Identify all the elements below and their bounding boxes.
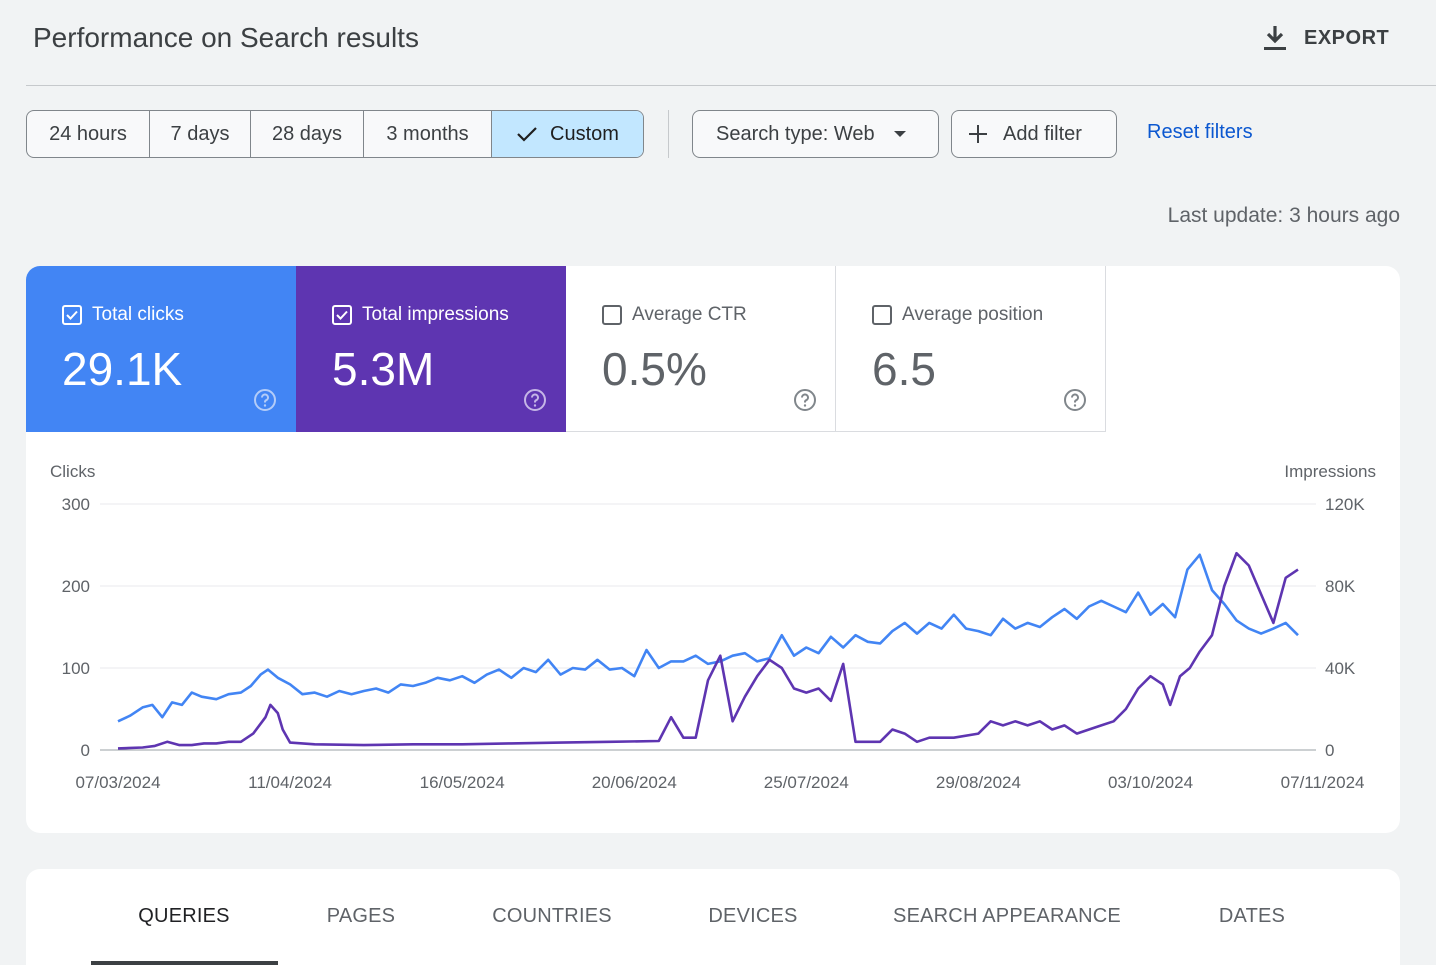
metric-label-row: Total impressions	[332, 304, 509, 326]
help-icon[interactable]	[793, 388, 817, 412]
metric-value: 0.5%	[602, 343, 707, 395]
x-tick-label: 07/03/2024	[75, 773, 160, 792]
x-tick-label: 25/07/2024	[764, 773, 849, 792]
tab-queries[interactable]: QUERIES	[138, 905, 230, 927]
dimension-tabs: QUERIES PAGES COUNTRIES DEVICES SEARCH A…	[26, 869, 1400, 965]
tab-dates[interactable]: DATES	[1218, 905, 1286, 927]
chart-axis-ticks: 300 120K 200 80K 100 40K 0 0 07/03/2024 11/04/202…	[62, 495, 1366, 792]
x-tick-label: 16/05/2024	[420, 773, 505, 792]
chart-svg: Clicks Impressions 300 120K 200 80K 100 40K 0 0…	[50, 462, 1376, 792]
x-tick-label: 20/06/2024	[592, 773, 677, 792]
metric-label-row: Average position	[872, 304, 1043, 326]
metric-average-position[interactable]: Average position 6.5	[836, 266, 1106, 432]
performance-chart: Clicks Impressions 300 120K 200 80K 100 40K 0 0…	[26, 432, 1400, 833]
range-24-hours[interactable]: 24 hours	[27, 111, 150, 157]
help-icon[interactable]	[523, 388, 547, 412]
y-tick-label-left: 100	[62, 659, 90, 678]
search-type-label: Search type: Web	[716, 122, 875, 145]
y-axis-right-title: Impressions	[1284, 462, 1376, 481]
export-label: EXPORT	[1304, 26, 1390, 49]
check-icon	[517, 127, 537, 142]
download-icon	[1264, 26, 1286, 50]
active-tab-indicator	[91, 961, 278, 965]
help-icon[interactable]	[253, 388, 277, 412]
range-custom[interactable]: Custom	[492, 111, 643, 157]
metric-label-row: Average CTR	[602, 304, 747, 326]
x-tick-label: 03/10/2024	[1108, 773, 1193, 792]
reset-filters-link[interactable]: Reset filters	[1147, 121, 1253, 143]
chart-grid	[100, 503, 1316, 751]
x-tick-label: 07/11/2024	[1281, 773, 1365, 792]
metric-label: Total clicks	[92, 304, 184, 325]
y-tick-label-right: 80K	[1325, 577, 1356, 596]
checkbox-unchecked-icon[interactable]	[602, 305, 622, 325]
date-range-selector: 24 hours 7 days 28 days 3 months Custom	[26, 110, 644, 158]
y-tick-label-left: 200	[62, 577, 90, 596]
metric-label-row: Total clicks	[62, 304, 184, 326]
tab-pages[interactable]: PAGES	[326, 905, 396, 927]
checkbox-unchecked-icon[interactable]	[872, 305, 892, 325]
range-7-days[interactable]: 7 days	[150, 111, 251, 157]
performance-card: Total clicks 29.1K Total impressions 5.3…	[26, 266, 1400, 833]
checkbox-checked-icon[interactable]	[62, 305, 82, 325]
y-tick-label-left: 0	[81, 741, 90, 760]
top-bar: Performance on Search results EXPORT	[0, 0, 1436, 86]
metric-average-ctr[interactable]: Average CTR 0.5%	[566, 266, 836, 432]
export-button[interactable]: EXPORT	[1262, 22, 1389, 54]
search-type-dropdown[interactable]: Search type: Web	[692, 110, 939, 158]
range-3-months[interactable]: 3 months	[364, 111, 492, 157]
help-icon[interactable]	[1063, 388, 1087, 412]
metric-value: 5.3M	[332, 343, 435, 395]
tab-countries[interactable]: COUNTRIES	[492, 905, 612, 927]
range-custom-label: Custom	[550, 122, 619, 145]
metric-label: Average position	[902, 304, 1044, 325]
series-line-clicks	[117, 553, 1299, 723]
x-tick-label: 11/04/2024	[248, 773, 332, 792]
plus-icon	[969, 125, 987, 143]
metric-value: 6.5	[872, 343, 936, 395]
checkbox-checked-icon[interactable]	[332, 305, 352, 325]
dropdown-arrow-icon	[893, 131, 906, 137]
y-tick-label-right: 40K	[1325, 659, 1356, 678]
range-28-days[interactable]: 28 days	[251, 111, 364, 157]
last-update-text: Last update: 3 hours ago	[1167, 204, 1400, 227]
page-title: Performance on Search results	[33, 22, 419, 53]
metric-value: 29.1K	[62, 343, 183, 395]
metric-total-impressions[interactable]: Total impressions 5.3M	[296, 266, 566, 432]
tab-search-appearance[interactable]: SEARCH APPEARANCE	[893, 905, 1121, 927]
add-filter-button[interactable]: Add filter	[951, 110, 1117, 158]
metric-label: Total impressions	[362, 304, 509, 325]
metric-total-clicks[interactable]: Total clicks 29.1K	[26, 266, 296, 432]
x-tick-label: 29/08/2024	[936, 773, 1021, 792]
metric-label: Average CTR	[632, 304, 747, 325]
add-filter-label: Add filter	[1003, 122, 1082, 145]
y-axis-left-title: Clicks	[50, 462, 95, 481]
series-line-impressions	[117, 551, 1299, 750]
filter-separator	[668, 110, 669, 158]
tab-devices[interactable]: DEVICES	[708, 905, 798, 927]
header-divider	[26, 85, 1436, 86]
y-tick-label-left: 300	[62, 495, 90, 514]
y-tick-label-right: 120K	[1325, 495, 1365, 514]
y-tick-label-right: 0	[1325, 741, 1334, 760]
chart-series	[117, 551, 1299, 750]
